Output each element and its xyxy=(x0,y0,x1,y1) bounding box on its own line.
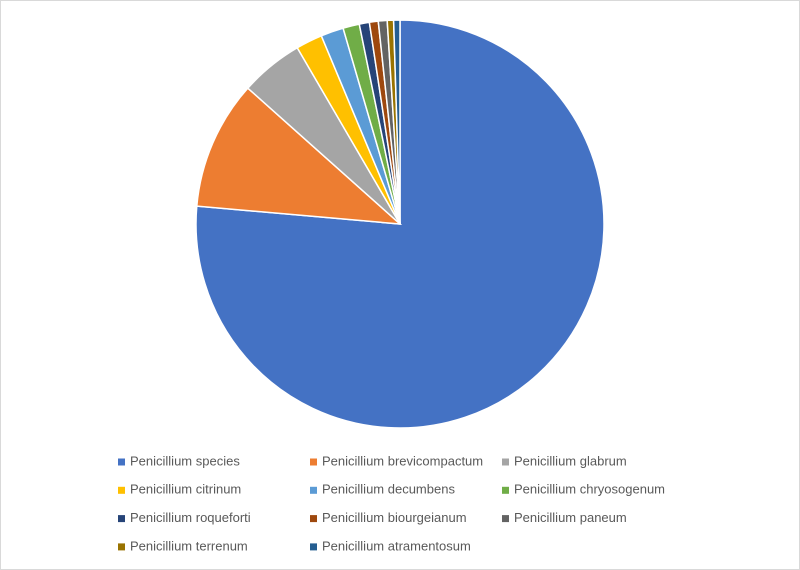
legend-label: Penicillium glabrum xyxy=(514,453,627,468)
legend-label: Penicillium brevicompactum xyxy=(322,453,483,468)
legend-label: Penicillium citrinum xyxy=(130,482,241,497)
legend-swatch xyxy=(310,486,317,494)
legend-swatch xyxy=(118,458,125,466)
legend-swatch xyxy=(118,486,125,494)
pie-slice xyxy=(392,19,401,225)
legend-swatch xyxy=(502,458,509,466)
legend-swatch xyxy=(310,543,317,551)
legend-label: Penicillium terrenum xyxy=(130,538,248,553)
legend-label: Penicillium chryosogenum xyxy=(514,482,665,497)
legend-swatch xyxy=(118,515,125,523)
legend-swatch xyxy=(310,515,317,523)
legend-swatch xyxy=(502,486,509,494)
legend-label: Penicillium atramentosum xyxy=(322,538,471,553)
legend-label: Penicillium species xyxy=(130,453,240,468)
legend-swatch xyxy=(310,458,317,466)
pie-slice xyxy=(195,87,403,225)
legend-label: Penicillium paneum xyxy=(514,510,627,525)
legend-swatch xyxy=(118,543,125,551)
legend-label: Penicillium decumbens xyxy=(322,482,455,497)
legend-label: Penicillium roqueforti xyxy=(130,510,251,525)
legend-label: Penicillium biourgeianum xyxy=(322,510,467,525)
legend-swatch xyxy=(502,515,509,523)
